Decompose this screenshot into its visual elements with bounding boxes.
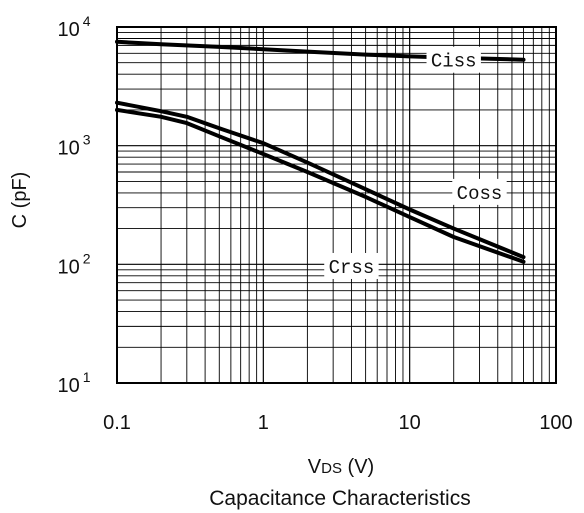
x-tick-label: 10: [399, 412, 421, 434]
y-tick-base: 10: [57, 138, 79, 160]
x-axis-title-unit: (V): [342, 456, 374, 478]
y-tick-exponent: 4: [83, 13, 91, 29]
x-tick-label: 0.1: [103, 412, 131, 434]
chart-title: Capacitance Characteristics: [209, 487, 470, 510]
y-tick-label: 10 1: [57, 369, 90, 397]
y-tick-base: 10: [57, 19, 79, 41]
y-tick-label: 10 3: [57, 132, 90, 160]
series-label-coss: Coss: [457, 183, 503, 205]
y-tick-base: 10: [57, 256, 79, 278]
y-axis-title: C (pF): [9, 172, 31, 229]
x-axis-title-subscript: DS: [321, 460, 342, 477]
y-tick-label: 10 4: [57, 13, 90, 41]
x-axis-title-main: V: [308, 456, 322, 478]
series-label-bg: [452, 178, 507, 205]
y-tick-exponent: 3: [83, 132, 91, 148]
y-tick-exponent: 2: [83, 250, 91, 266]
grid-lines: [117, 27, 556, 383]
series-line-coss: [115, 100, 526, 260]
series-labels: Ciss Coss Crss: [324, 46, 507, 279]
series-line-crss: [115, 107, 526, 264]
series-label-ciss: Ciss: [431, 51, 477, 73]
x-tick-label: 1: [258, 412, 269, 434]
y-tick-label: 10 2: [57, 250, 90, 278]
series-label-bg: [324, 252, 379, 279]
x-axis-title: VDS (V): [308, 456, 374, 478]
series-label-bg: [426, 46, 481, 73]
plot-frame: [116, 26, 557, 384]
series-label-crss: Crss: [329, 257, 375, 279]
y-tick-base: 10: [57, 375, 79, 397]
x-tick-label: 100: [539, 412, 572, 434]
y-tick-exponent: 1: [83, 369, 91, 385]
